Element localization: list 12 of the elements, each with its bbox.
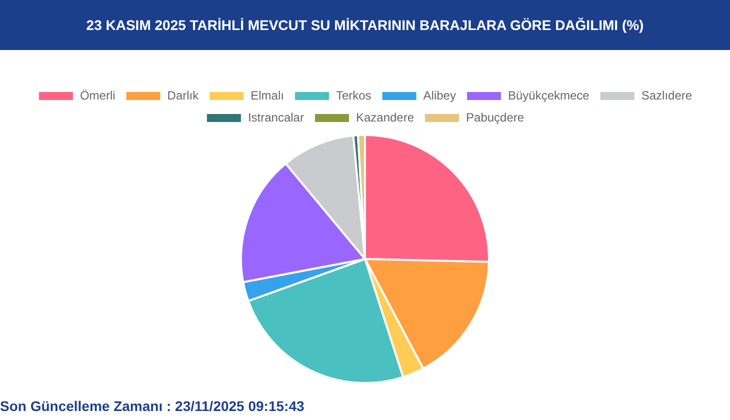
- legend-label: Kazandere: [356, 110, 414, 124]
- legend-label: Darlık: [167, 88, 200, 102]
- legend-label: Sazlıdere: [641, 88, 692, 102]
- legend-label: Ömerli: [80, 88, 116, 102]
- legend-label: Alibey: [423, 88, 456, 102]
- text: Son Güncelleme Zamanı : 23/11/2025 09:15:43: [0, 398, 304, 414]
- legend-label: Istrancalar: [248, 110, 304, 124]
- legend-label: Pabuçdere: [466, 110, 524, 124]
- legend-label: Büyükçekmece: [508, 88, 590, 102]
- legend-label: Terkos: [336, 88, 372, 102]
- chart-title: 23 KASIM 2025 TARİHLİ MEVCUT SU MİKTARININ BARAJLARA GÖRE DAĞILIMI (%): [0, 0, 730, 50]
- legend-label: Elmalı: [250, 88, 284, 102]
